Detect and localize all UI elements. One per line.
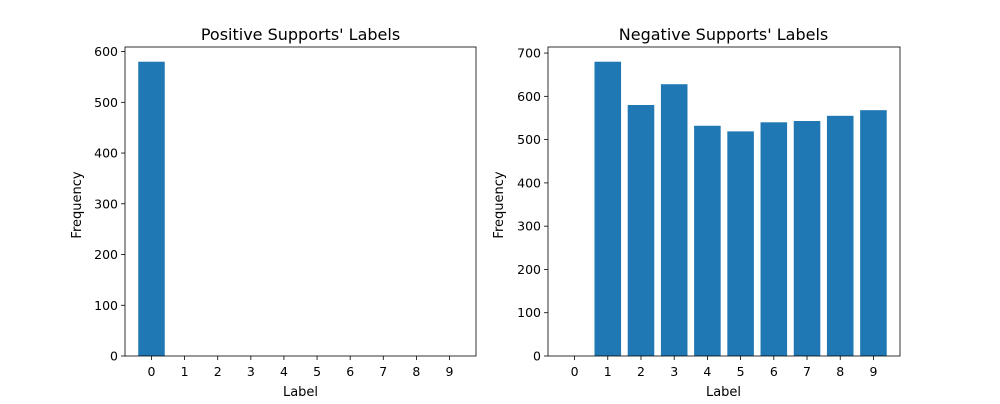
bar-9: [860, 110, 887, 357]
x-tick-label: 0: [148, 364, 156, 379]
y-tick-label: 600: [517, 89, 541, 104]
y-tick-label: 600: [94, 44, 118, 59]
y-tick-label: 400: [94, 146, 118, 161]
y-tick-label: 0: [110, 349, 118, 364]
bar-0: [138, 61, 165, 357]
y-tick-label: 200: [517, 262, 541, 277]
x-tick-label: 5: [313, 364, 321, 379]
bar-8: [826, 115, 854, 356]
x-tick-label: 3: [247, 364, 255, 379]
y-tick-label: 100: [94, 298, 118, 313]
plot-frame: [124, 46, 477, 357]
x-tick-label: 6: [346, 364, 354, 379]
bar-5: [727, 131, 754, 356]
bar-3: [660, 84, 688, 356]
chart-title: Negative Supports' Labels: [619, 25, 828, 44]
y-tick-label: 200: [94, 247, 118, 262]
y-axis-label: Frequency: [492, 171, 507, 238]
chart-title: Positive Supports' Labels: [201, 25, 400, 44]
x-tick-label: 0: [571, 364, 579, 379]
x-axis-label: Label: [283, 385, 318, 400]
positive-supports-chart: Positive Supports' Labels Label Frequenc…: [70, 25, 477, 400]
x-tick-label: 9: [446, 364, 454, 379]
bar-2: [627, 104, 655, 357]
y-tick-label: 500: [517, 132, 541, 147]
y-axis-label: Frequency: [70, 171, 85, 238]
y-tick-label: 0: [533, 349, 541, 364]
bar-6: [760, 122, 788, 356]
x-tick-label: 4: [703, 364, 711, 379]
bar-1: [594, 61, 622, 357]
x-tick-label: 7: [379, 364, 387, 379]
x-tick-label: 1: [604, 364, 612, 379]
x-tick-label: 6: [770, 364, 778, 379]
x-axis-label: Label: [706, 385, 741, 400]
negative-supports-chart: Negative Supports' Labels Label Frequenc…: [492, 25, 901, 400]
bar-7: [793, 121, 821, 356]
bar-4: [694, 125, 721, 356]
x-tick-label: 2: [637, 364, 645, 379]
y-tick-label: 400: [517, 175, 541, 190]
x-tick-label: 1: [181, 364, 189, 379]
y-tick-label: 700: [517, 46, 541, 61]
y-tick-label: 500: [94, 95, 118, 110]
y-tick-label: 300: [94, 196, 118, 211]
x-tick-label: 9: [869, 364, 877, 379]
plot-frame: [547, 46, 901, 357]
x-tick-label: 4: [280, 364, 288, 379]
x-tick-label: 8: [836, 364, 844, 379]
y-tick-label: 100: [517, 305, 541, 320]
x-tick-label: 5: [737, 364, 745, 379]
x-tick-label: 8: [412, 364, 420, 379]
x-tick-label: 7: [803, 364, 811, 379]
x-tick-label: 2: [214, 364, 222, 379]
y-tick-label: 300: [517, 219, 541, 234]
x-tick-label: 3: [670, 364, 678, 379]
